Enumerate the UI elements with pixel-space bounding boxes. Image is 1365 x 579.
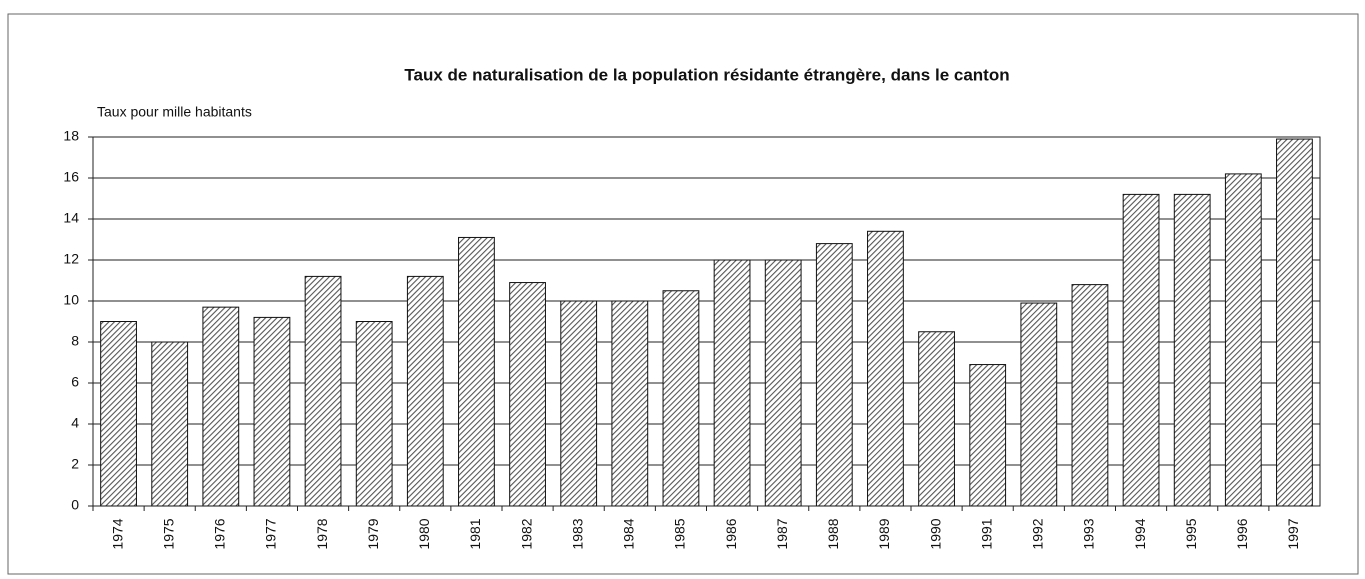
frame [7, 13, 1359, 575]
x-tick-label: 1986 [723, 518, 739, 549]
x-tick-label: 1976 [212, 518, 228, 549]
bar [918, 331, 955, 507]
bar [151, 341, 189, 507]
y-tick-label: 12 [63, 251, 79, 267]
y-tick-label: 2 [71, 456, 79, 472]
bar [1020, 302, 1058, 507]
bar [100, 321, 137, 507]
x-tick-label: 1974 [109, 518, 125, 549]
x-tick-label: 1983 [569, 518, 585, 549]
y-tick-label: 18 [63, 128, 79, 144]
x-tick-label: 1975 [160, 518, 176, 549]
x-tick-label: 1982 [518, 518, 534, 549]
x-tick-label: 1992 [1030, 518, 1046, 549]
x-tick-label: 1997 [1285, 518, 1301, 549]
y-tick-label: 0 [71, 497, 79, 513]
bar [253, 316, 291, 507]
bar [1224, 173, 1262, 507]
y-tick-label: 10 [63, 292, 79, 308]
y-tick-label: 14 [63, 210, 79, 226]
x-tick-label: 1996 [1234, 518, 1250, 549]
x-tick-label: 1991 [978, 518, 994, 549]
x-tick-label: 1981 [467, 518, 483, 549]
x-tick-label: 1994 [1132, 518, 1148, 549]
bar [304, 275, 342, 507]
y-axis-label: Taux pour mille habitants [97, 104, 252, 120]
bar [458, 236, 495, 507]
bar [406, 275, 444, 507]
x-tick-label: 1979 [365, 518, 381, 549]
x-tick-label: 1987 [774, 518, 790, 549]
bar [1173, 193, 1211, 507]
bar [202, 306, 240, 507]
x-tick-label: 1988 [825, 518, 841, 549]
bar [969, 364, 1007, 507]
bar [1071, 284, 1109, 507]
bar [713, 259, 751, 507]
x-tick-label: 1977 [263, 518, 279, 549]
bar [867, 230, 904, 507]
chart-title: Taux de naturalisation de la population … [404, 65, 1009, 84]
bar [355, 321, 393, 507]
bar [509, 282, 546, 507]
x-tick-label: 1985 [672, 518, 688, 549]
y-tick-label: 8 [71, 333, 79, 349]
y-tick-label: 6 [71, 374, 79, 390]
x-tick-label: 1989 [876, 518, 892, 549]
bar [662, 290, 700, 507]
bar [815, 243, 853, 507]
bar [1276, 138, 1313, 507]
x-tick-label: 1990 [927, 518, 943, 549]
x-tick-label: 1995 [1183, 518, 1199, 549]
x-tick-label: 1980 [416, 518, 432, 549]
bar [560, 300, 598, 507]
bar [611, 300, 649, 507]
y-tick-label: 16 [63, 169, 79, 185]
x-tick-label: 1993 [1081, 518, 1097, 549]
x-tick-label: 1978 [314, 518, 330, 549]
bar [764, 259, 802, 507]
x-tick-label: 1984 [621, 518, 637, 549]
bar [1122, 193, 1160, 507]
y-tick-label: 4 [71, 415, 79, 431]
